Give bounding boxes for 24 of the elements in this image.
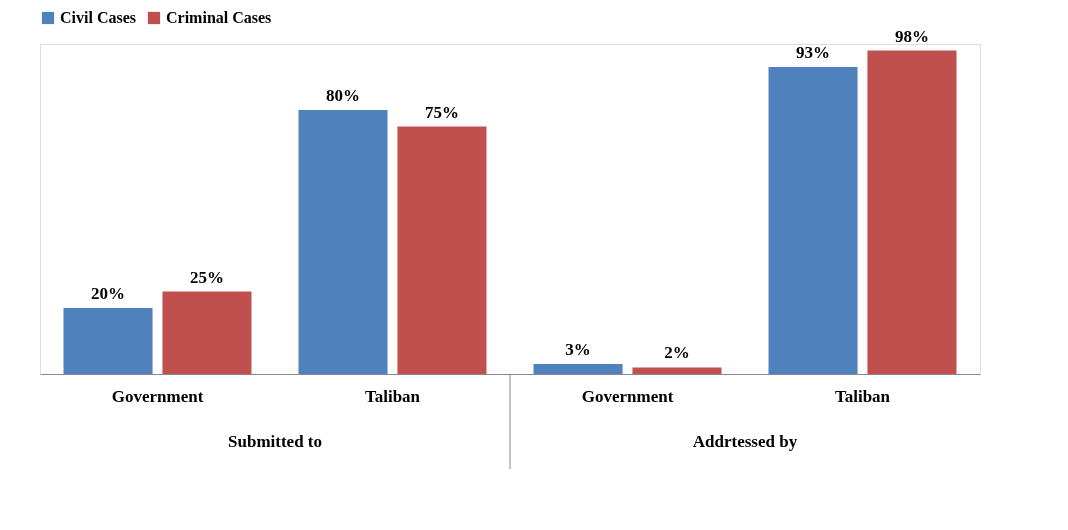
x-tick-label: Taliban bbox=[834, 386, 891, 406]
data-label: 3% bbox=[565, 340, 591, 360]
x-tick-label: Government bbox=[581, 386, 674, 406]
data-label: 75% bbox=[424, 102, 459, 122]
x-tick-label: Government bbox=[111, 386, 204, 406]
bar bbox=[162, 291, 252, 374]
data-label: 25% bbox=[189, 267, 224, 287]
bar bbox=[397, 126, 487, 374]
data-label: 98% bbox=[894, 26, 929, 46]
data-label: 80% bbox=[326, 86, 361, 105]
text: Submitted to bbox=[228, 432, 322, 451]
data-label: 93% bbox=[796, 43, 831, 63]
legend-label: Civil Cases bbox=[60, 9, 136, 26]
text: Addrtessed by bbox=[692, 432, 798, 451]
data-label: 2% bbox=[664, 343, 690, 363]
bar bbox=[867, 50, 957, 374]
bar bbox=[533, 364, 623, 374]
x-tick-label: Taliban bbox=[364, 386, 421, 406]
legend-label: Criminal Cases bbox=[166, 9, 272, 26]
bar bbox=[632, 367, 722, 374]
bar bbox=[63, 308, 153, 374]
bar bbox=[298, 110, 388, 374]
bar bbox=[768, 67, 858, 374]
data-label: 20% bbox=[91, 284, 126, 303]
